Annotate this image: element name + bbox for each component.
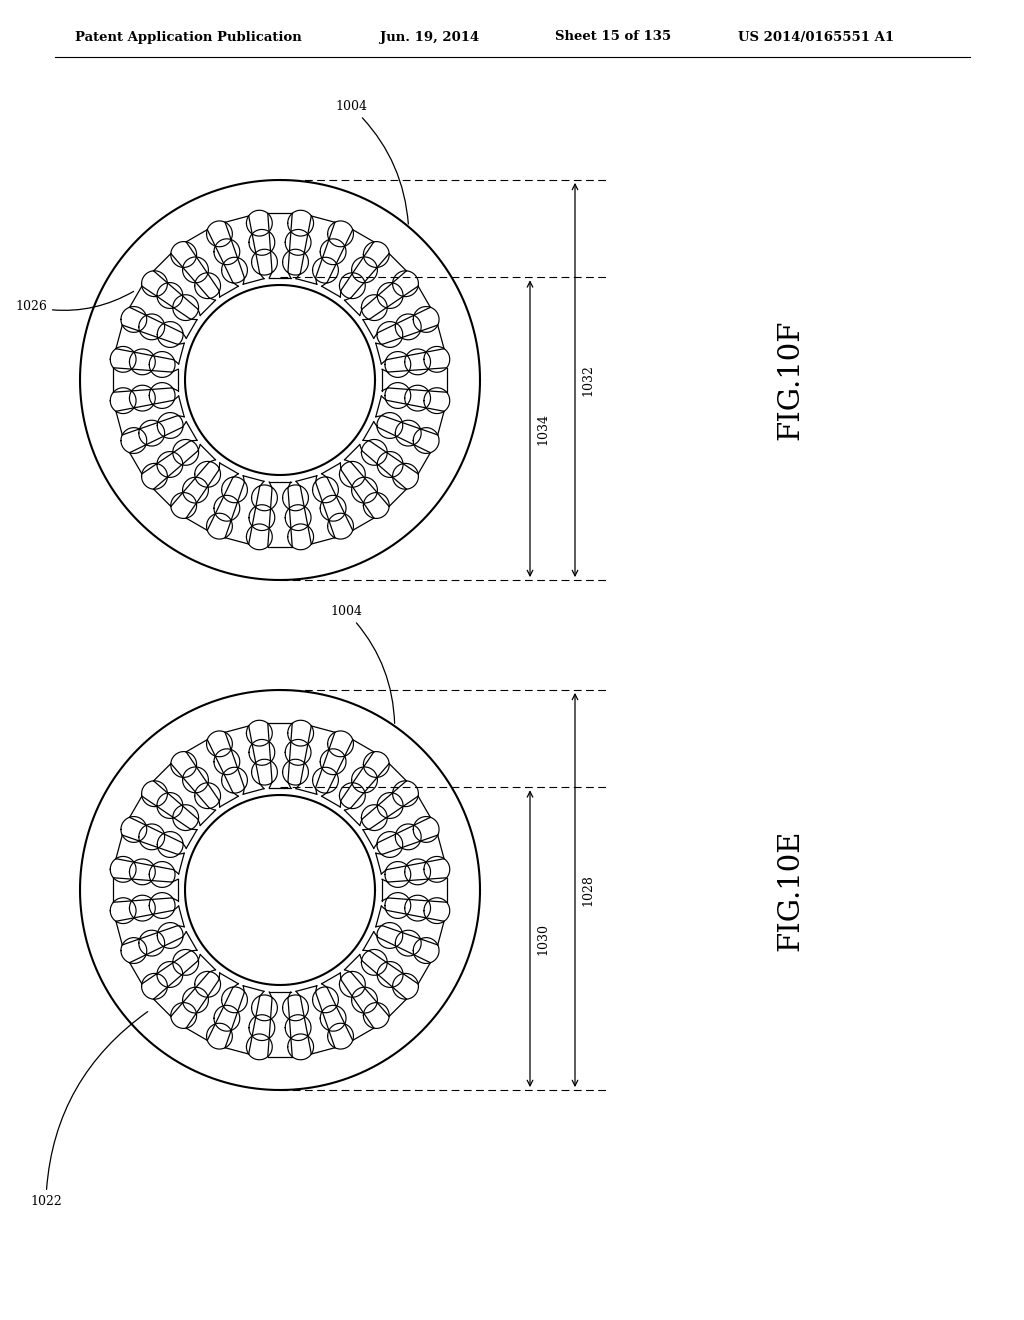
Text: 1030: 1030 — [536, 923, 549, 954]
Text: 1032: 1032 — [581, 364, 594, 396]
Text: 1022: 1022 — [30, 1011, 147, 1208]
Text: 1034: 1034 — [536, 413, 549, 445]
Text: 1028: 1028 — [581, 874, 594, 906]
Text: 1004: 1004 — [335, 100, 409, 224]
Text: FIG.10F: FIG.10F — [776, 319, 804, 441]
Text: Patent Application Publication: Patent Application Publication — [75, 30, 302, 44]
Text: 1004: 1004 — [330, 605, 394, 723]
Text: FIG.10E: FIG.10E — [776, 829, 804, 950]
Text: Sheet 15 of 135: Sheet 15 of 135 — [555, 30, 671, 44]
Text: US 2014/0165551 A1: US 2014/0165551 A1 — [738, 30, 894, 44]
Text: Jun. 19, 2014: Jun. 19, 2014 — [380, 30, 479, 44]
Text: 1026: 1026 — [15, 292, 133, 313]
